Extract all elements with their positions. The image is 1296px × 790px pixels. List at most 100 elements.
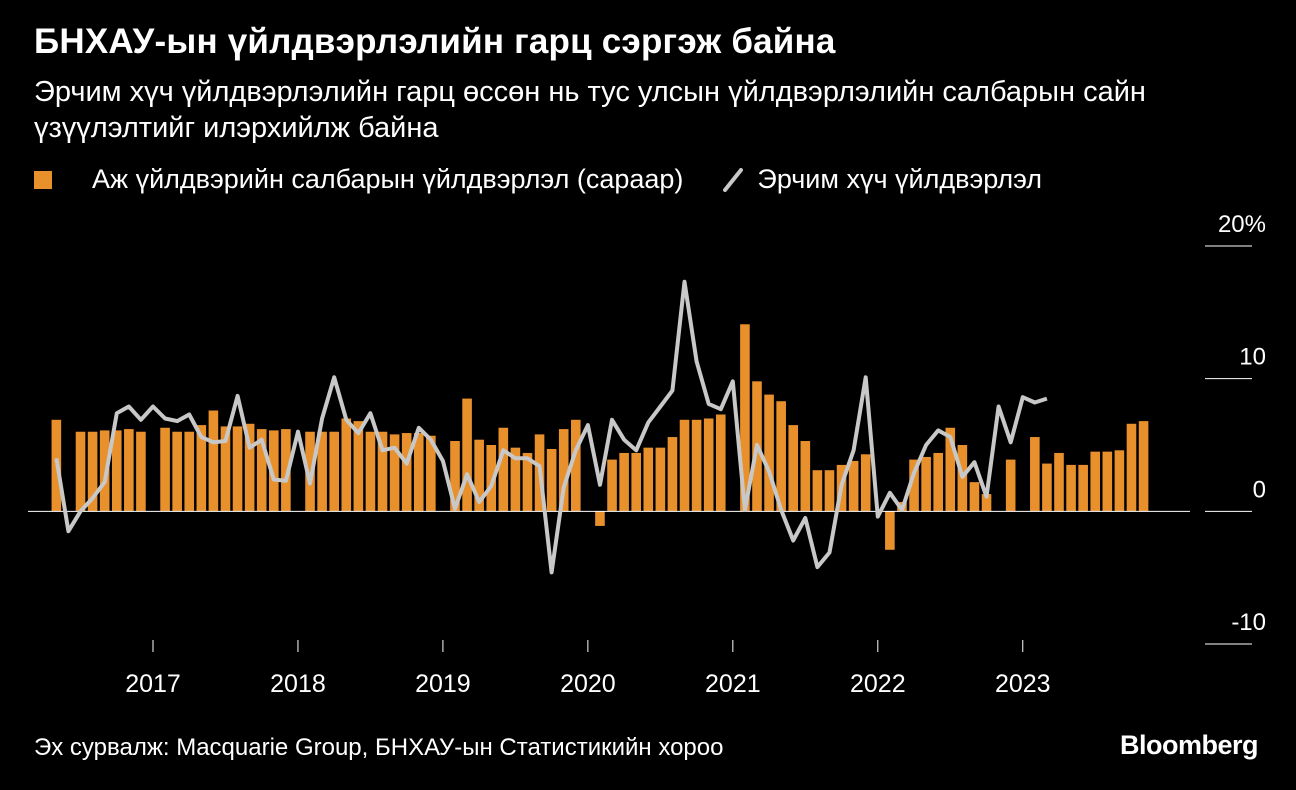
- bar: [619, 452, 629, 512]
- bar: [474, 439, 484, 512]
- bar: [377, 431, 388, 512]
- legend-item-bars: Аж үйлдвэрийн салбарын үйлдвэрлэл (сараа…: [34, 164, 683, 195]
- y-tick-label: 0: [1253, 476, 1266, 503]
- bar: [232, 426, 243, 512]
- source-note: Эх сурвалж: Macquarie Group, БНХАУ-ын Ст…: [34, 734, 724, 761]
- bar: [643, 447, 654, 512]
- bar: [824, 470, 835, 512]
- bar: [256, 429, 267, 512]
- x-tick-label: 2023: [995, 670, 1051, 698]
- bar: [1030, 437, 1040, 512]
- x-tick-label: 2021: [705, 670, 761, 698]
- bar: [196, 425, 207, 512]
- bar: [486, 445, 497, 512]
- bar-swatch-icon: [34, 170, 52, 189]
- y-tick-label: 20%: [1218, 211, 1266, 238]
- bar: [281, 429, 291, 512]
- bar: [305, 431, 315, 512]
- bar: [75, 431, 86, 512]
- bar: [365, 431, 376, 512]
- bar: [1090, 451, 1101, 512]
- bar: [510, 447, 521, 512]
- bar: [1078, 464, 1088, 512]
- bar: [969, 482, 980, 512]
- bar: [413, 433, 424, 512]
- y-gridlines: [1205, 245, 1252, 645]
- legend: Аж үйлдвэрийн салбарын үйлдвэрлэл (сараа…: [34, 164, 1082, 195]
- bar-series: [51, 324, 1149, 550]
- bar: [220, 426, 231, 512]
- bar: [1114, 450, 1125, 512]
- bar: [450, 441, 460, 512]
- bar: [160, 427, 170, 512]
- bar: [921, 456, 931, 512]
- bar: [860, 454, 871, 512]
- bar: [679, 419, 690, 512]
- bar: [558, 429, 569, 512]
- y-axis-ticks: 20% 10 0 -10: [1218, 211, 1266, 636]
- bar: [184, 431, 195, 512]
- bar: [715, 414, 726, 512]
- bar: [945, 427, 956, 512]
- bloomberg-logo: Bloomberg: [1119, 730, 1259, 760]
- bar: [341, 418, 352, 512]
- bar: [87, 431, 98, 512]
- bar: [136, 431, 146, 512]
- bar: [691, 419, 702, 512]
- bar: [353, 421, 364, 512]
- bar: [1102, 451, 1113, 512]
- bar: [776, 401, 786, 512]
- bar: [812, 470, 823, 512]
- legend-line-label: Эрчим хүч үйлдвэрлэл: [757, 164, 1043, 194]
- bar: [522, 452, 533, 512]
- x-tick-label: 2017: [125, 670, 181, 698]
- bar: [401, 433, 412, 512]
- bar: [498, 427, 509, 512]
- bar: [740, 324, 750, 512]
- bar: [124, 429, 134, 512]
- x-tick-label: 2020: [560, 670, 616, 698]
- legend-bar-label: Аж үйлдвэрийн салбарын үйлдвэрлэл (сараа…: [92, 164, 684, 194]
- bar: [1138, 421, 1149, 512]
- bar: [703, 418, 714, 512]
- bar: [595, 511, 605, 526]
- bar: [764, 394, 774, 512]
- line-series: [54, 279, 1048, 575]
- bar: [329, 431, 339, 512]
- bar: [389, 434, 400, 512]
- bar: [172, 431, 182, 512]
- bar: [981, 494, 992, 512]
- y-tick-label: 10: [1239, 344, 1266, 371]
- bar: [462, 398, 472, 512]
- bar: [546, 448, 557, 512]
- bar: [631, 452, 641, 512]
- bar: [111, 430, 122, 512]
- bar: [1042, 463, 1052, 512]
- bar: [655, 447, 666, 512]
- bar: [571, 419, 581, 512]
- bar: [244, 423, 255, 512]
- bar: [317, 431, 327, 512]
- bar: [1005, 459, 1016, 512]
- y-tick-label: -10: [1231, 609, 1266, 636]
- bar: [607, 459, 617, 512]
- bar: [1066, 464, 1076, 512]
- legend-item-line: Эрчим хүч үйлдвэрлэл: [723, 164, 1042, 195]
- bar: [848, 460, 859, 512]
- chart-title: БНХАУ-ын үйлдвэрлэлийн гарц сэргэж байна: [34, 22, 836, 61]
- bar: [269, 430, 279, 512]
- bar: [1054, 452, 1064, 512]
- bar: [800, 441, 811, 512]
- x-tick-label: 2018: [270, 670, 326, 698]
- line-swatch-icon: [723, 167, 744, 192]
- bar: [426, 435, 436, 512]
- x-axis-ticks: 2017 2018 2019 2020 2021 2022 2023: [125, 640, 1051, 698]
- bar: [788, 425, 799, 512]
- bar: [667, 437, 678, 512]
- bar: [909, 459, 919, 512]
- bar: [208, 410, 219, 512]
- x-tick-label: 2019: [415, 670, 471, 698]
- bar: [933, 452, 943, 512]
- x-tick-label: 2022: [850, 670, 906, 698]
